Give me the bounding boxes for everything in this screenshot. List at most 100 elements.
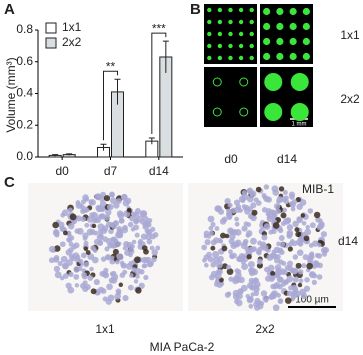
cell — [99, 200, 107, 208]
cell — [249, 190, 257, 198]
cell — [81, 272, 87, 278]
cell — [318, 221, 325, 228]
spheroid — [289, 22, 297, 31]
cell — [96, 233, 104, 241]
spheroid — [228, 43, 233, 49]
cell — [286, 224, 294, 231]
cell — [269, 252, 277, 260]
spheroid — [302, 7, 310, 16]
cell — [90, 288, 97, 295]
cell — [207, 215, 215, 223]
cell — [80, 216, 86, 222]
cell — [214, 226, 220, 231]
cell — [78, 258, 84, 264]
cell — [312, 240, 319, 247]
cell — [121, 193, 128, 200]
day-label: d14 — [338, 234, 358, 248]
cell — [280, 212, 287, 219]
y-tick-label: 0.8 — [16, 22, 33, 36]
cell — [95, 193, 100, 199]
cell — [80, 208, 86, 214]
spheroid — [289, 7, 297, 16]
cell — [146, 261, 154, 268]
cell — [224, 198, 231, 205]
cell — [67, 207, 73, 213]
cell — [226, 208, 231, 214]
legend-swatch — [45, 22, 57, 34]
cell — [73, 242, 80, 249]
cell — [253, 290, 260, 297]
cell — [321, 251, 328, 257]
spheroid — [238, 19, 244, 25]
cell — [114, 292, 121, 300]
spheroid — [228, 19, 233, 25]
cell — [227, 202, 233, 208]
spheroid — [217, 55, 223, 61]
scale-bar-label: 100 µm — [295, 295, 329, 306]
cell — [135, 274, 140, 279]
spheroid — [217, 7, 223, 13]
cell — [138, 282, 145, 289]
cell — [317, 242, 322, 248]
cell — [253, 285, 260, 293]
cell — [300, 231, 306, 237]
cell — [111, 223, 117, 230]
cell — [127, 247, 135, 255]
spheroid — [263, 7, 271, 16]
cell — [214, 279, 220, 285]
cell — [309, 222, 316, 229]
cell — [106, 203, 114, 211]
cell — [314, 253, 320, 258]
cell — [241, 263, 249, 271]
cell — [62, 262, 69, 270]
cell — [208, 274, 215, 281]
cell — [300, 292, 308, 300]
cell — [273, 281, 281, 289]
column-label: d0 — [224, 152, 238, 166]
cell — [271, 294, 277, 299]
cell — [278, 259, 284, 265]
cell — [240, 259, 246, 265]
cell — [96, 206, 103, 213]
cell — [296, 203, 303, 210]
cell — [111, 241, 119, 249]
cell — [242, 206, 248, 211]
error-bar — [66, 153, 73, 156]
cell — [271, 228, 277, 235]
panel-label: A — [4, 1, 15, 18]
cell — [242, 240, 248, 246]
image-b-2x2-d0 — [204, 67, 257, 127]
cell — [224, 291, 231, 298]
panel-label: B — [190, 1, 201, 18]
cell — [65, 282, 72, 289]
cell — [272, 304, 280, 312]
cell — [204, 262, 209, 268]
cell — [275, 208, 281, 215]
cell — [292, 276, 299, 283]
cell — [248, 277, 255, 284]
cell — [48, 257, 55, 264]
cell — [246, 195, 254, 203]
cell — [138, 238, 144, 244]
cell — [308, 252, 315, 259]
cell — [263, 184, 270, 190]
cell — [129, 273, 134, 278]
cell — [286, 290, 293, 297]
cell — [108, 191, 115, 198]
spheroid — [228, 55, 233, 61]
cell — [236, 255, 243, 263]
cell — [295, 231, 301, 238]
cell — [115, 288, 122, 294]
cell — [122, 224, 128, 231]
cell — [256, 258, 263, 265]
spheroid — [276, 22, 284, 31]
cell — [203, 254, 209, 260]
cell — [105, 254, 111, 261]
significance-bracket — [151, 32, 167, 134]
cell — [265, 211, 271, 217]
cell — [246, 254, 252, 260]
cell — [122, 199, 130, 207]
spheroid — [302, 22, 310, 31]
spheroid — [228, 7, 233, 13]
cell — [105, 209, 112, 216]
